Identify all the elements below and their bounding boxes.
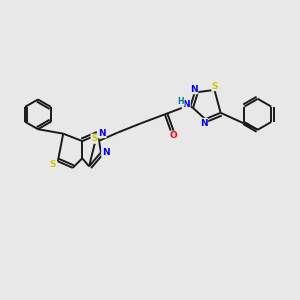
Text: N: N <box>200 118 208 127</box>
Text: S: S <box>50 160 56 169</box>
Text: O: O <box>169 131 177 140</box>
Text: N: N <box>102 148 110 157</box>
Text: S: S <box>91 134 98 143</box>
Text: H: H <box>178 97 184 106</box>
Text: N: N <box>182 100 190 109</box>
Text: S: S <box>212 82 218 91</box>
Text: N: N <box>98 129 106 138</box>
Text: N: N <box>190 85 198 94</box>
